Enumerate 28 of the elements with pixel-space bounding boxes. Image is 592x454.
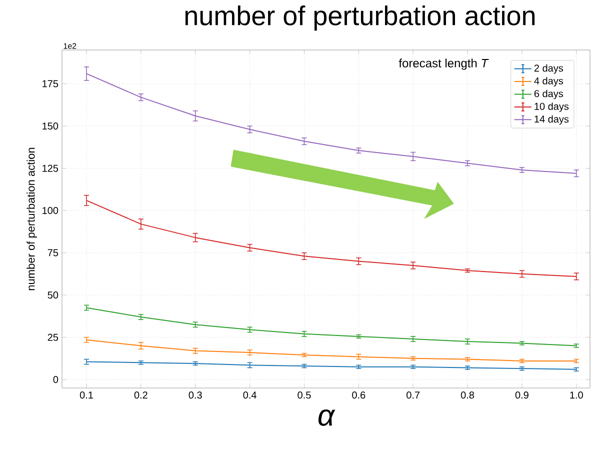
- x-tick-label: 0.1: [80, 392, 93, 399]
- y-axis-title: number of perturbation action: [26, 148, 37, 290]
- y-tick-label: 50: [48, 292, 58, 299]
- legend-label: 6 days: [534, 90, 564, 100]
- legend-label: 14 days: [534, 115, 569, 125]
- y-tick-label: 125: [42, 164, 58, 172]
- y-tick-label: 175: [42, 80, 58, 88]
- x-tick-label: 0.4: [243, 392, 256, 399]
- x-axis-title: α: [318, 409, 336, 426]
- x-tick-label: 0.2: [134, 392, 148, 399]
- y-tick-label: 0: [53, 376, 58, 384]
- chart-title: number of perturbation action: [185, 6, 535, 31]
- legend-label: 10 days: [534, 102, 569, 112]
- x-tick-label: 0.6: [352, 392, 366, 399]
- x-tick-label: 0.3: [188, 392, 202, 399]
- y-tick-label: 25: [48, 334, 58, 341]
- y-tick-label: 75: [48, 249, 58, 256]
- legend-label: 4 days: [534, 77, 564, 86]
- legend-title: forecast length T: [398, 58, 489, 70]
- legend-label: 2 days: [534, 64, 564, 74]
- y-tick-label: 100: [42, 207, 58, 214]
- x-tick-label: 0.8: [460, 392, 474, 399]
- x-tick-label: 1.0: [570, 392, 583, 399]
- y-tick-label: 150: [42, 122, 58, 130]
- x-tick-label: 0.7: [406, 392, 420, 399]
- x-tick-label: 0.5: [298, 392, 311, 399]
- x-tick-label: 0.9: [515, 392, 528, 399]
- text: 1e2: [64, 43, 76, 49]
